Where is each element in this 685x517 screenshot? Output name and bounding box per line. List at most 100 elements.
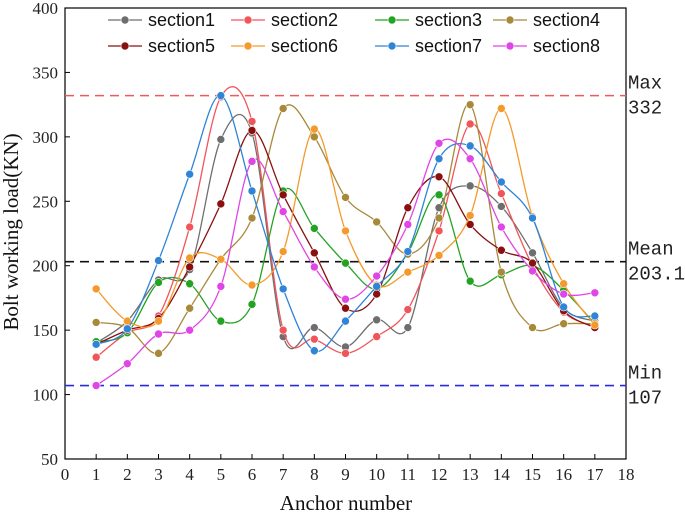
x-tick-label: 2 bbox=[123, 465, 132, 484]
data-point bbox=[247, 157, 257, 166]
data-point bbox=[154, 329, 163, 339]
data-point bbox=[216, 135, 226, 144]
data-point bbox=[278, 190, 288, 200]
y-tick-label: 100 bbox=[33, 386, 59, 405]
series-section6 bbox=[91, 104, 600, 330]
ref-value-max: 332 bbox=[628, 98, 662, 120]
legend-swatch-marker bbox=[243, 41, 253, 51]
data-point bbox=[123, 324, 132, 334]
data-point bbox=[528, 266, 537, 276]
data-point bbox=[247, 280, 257, 290]
x-tick-label: 18 bbox=[618, 465, 635, 484]
ref-value-mean: 203.1 bbox=[628, 264, 685, 286]
data-point bbox=[310, 323, 319, 332]
data-point bbox=[341, 316, 350, 326]
data-point bbox=[434, 139, 444, 148]
x-tick-label: 5 bbox=[217, 465, 226, 484]
data-point bbox=[278, 207, 288, 216]
data-point bbox=[465, 211, 475, 220]
data-point bbox=[434, 190, 444, 200]
series-line-section7 bbox=[95, 94, 596, 353]
x-tick-label: 11 bbox=[400, 465, 416, 484]
data-point bbox=[278, 284, 288, 294]
data-point bbox=[465, 119, 475, 129]
data-point bbox=[341, 258, 350, 268]
legend-label: section8 bbox=[533, 36, 600, 56]
x-tick-label: 9 bbox=[341, 465, 350, 484]
series-line-section2 bbox=[95, 86, 596, 358]
data-point bbox=[497, 222, 506, 232]
data-point bbox=[185, 262, 194, 272]
legend-swatch-marker bbox=[387, 41, 397, 51]
legend-item-section8: section8 bbox=[493, 36, 600, 56]
data-point bbox=[247, 117, 257, 126]
data-point bbox=[465, 100, 475, 109]
data-point bbox=[154, 278, 163, 287]
data-point bbox=[185, 253, 194, 263]
y-tick-label: 50 bbox=[41, 450, 58, 469]
data-point bbox=[310, 132, 319, 142]
reference-lines: Max 332 Mean 203.1 Min 107 bbox=[65, 73, 685, 410]
data-point bbox=[590, 320, 600, 330]
data-point bbox=[403, 323, 413, 332]
data-point bbox=[185, 325, 194, 335]
legend-label: section3 bbox=[415, 10, 482, 30]
data-point bbox=[403, 247, 413, 256]
legend-swatch-marker bbox=[243, 15, 253, 25]
legend-swatch-marker bbox=[505, 41, 515, 51]
legend-swatch-marker bbox=[387, 15, 397, 25]
x-tick-label: 17 bbox=[586, 465, 604, 484]
data-point bbox=[559, 279, 568, 289]
data-point bbox=[91, 352, 101, 362]
data-point bbox=[247, 213, 257, 223]
data-point bbox=[403, 305, 413, 314]
data-point bbox=[372, 271, 381, 281]
data-point bbox=[590, 311, 600, 321]
legend-item-section6: section6 bbox=[231, 36, 338, 56]
data-point bbox=[590, 288, 600, 298]
x-tick-label: 3 bbox=[154, 465, 163, 484]
axes: 0 1 2 3 4 5 6 7 8 9 10 11 12 13 14 15 16 17 18501001502002… bbox=[33, 0, 635, 484]
data-point bbox=[497, 202, 506, 211]
data-point bbox=[528, 323, 537, 332]
data-point bbox=[465, 141, 475, 151]
series-section7 bbox=[91, 91, 600, 356]
x-tick-label: 4 bbox=[185, 465, 194, 484]
data-point bbox=[372, 289, 381, 299]
data-point bbox=[278, 247, 288, 256]
data-point bbox=[403, 267, 413, 277]
data-point bbox=[310, 346, 319, 356]
data-point bbox=[247, 186, 257, 196]
y-tick-label: 250 bbox=[33, 192, 59, 211]
data-point bbox=[403, 203, 413, 213]
data-point bbox=[341, 294, 350, 304]
data-point bbox=[310, 124, 319, 134]
data-point bbox=[154, 256, 163, 265]
legend-label: section5 bbox=[148, 36, 215, 56]
data-point bbox=[372, 217, 381, 227]
data-point bbox=[497, 267, 506, 277]
data-point bbox=[434, 154, 444, 164]
data-point bbox=[91, 381, 101, 390]
legend-item-section3: section3 bbox=[375, 10, 482, 30]
data-point bbox=[465, 276, 475, 286]
legend: section1 section2 section3 section4 section5… bbox=[108, 10, 600, 56]
legend-label: section2 bbox=[271, 10, 338, 30]
x-tick-label: 6 bbox=[248, 465, 257, 484]
data-point bbox=[341, 303, 350, 313]
series-section8 bbox=[91, 138, 600, 390]
data-point bbox=[434, 172, 444, 182]
ref-label-max: Max bbox=[628, 73, 662, 95]
data-point bbox=[403, 220, 413, 229]
ref-value-min: 107 bbox=[628, 388, 662, 410]
data-point bbox=[185, 169, 194, 179]
data-point bbox=[559, 319, 568, 329]
x-tick-label: 12 bbox=[431, 465, 448, 484]
data-point bbox=[372, 332, 381, 341]
data-point bbox=[497, 104, 506, 113]
data-point bbox=[528, 258, 537, 268]
data-point bbox=[559, 289, 568, 299]
data-point bbox=[559, 302, 568, 312]
data-point bbox=[91, 284, 101, 294]
